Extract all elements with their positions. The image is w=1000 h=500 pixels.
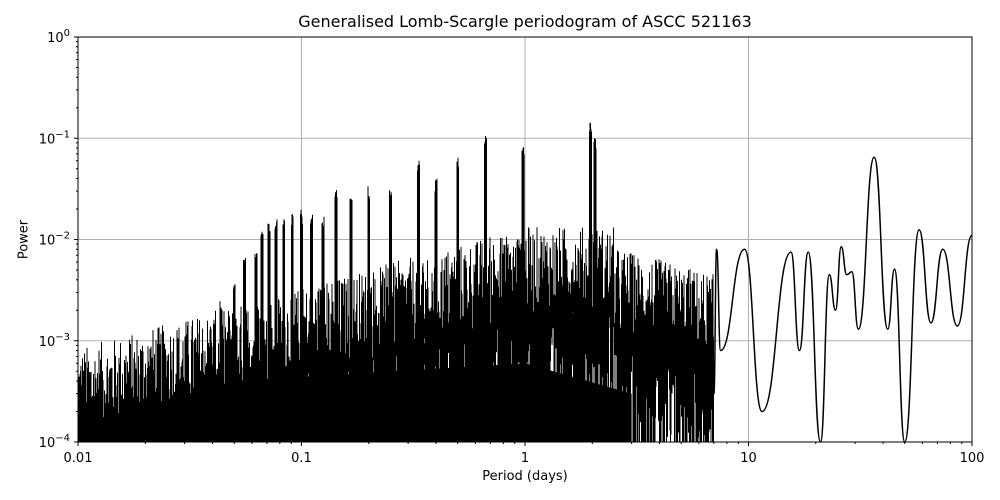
y-tick-label: 10−3: [39, 332, 70, 350]
x-tick-label: 1: [521, 451, 529, 466]
y-tick-label: 10−2: [39, 231, 70, 249]
y-tick-label: 10−4: [39, 433, 70, 451]
y-tick-label: 10−1: [39, 129, 70, 147]
chart-title: Generalised Lomb-Scargle periodogram of …: [298, 12, 752, 31]
x-axis-label: Period (days): [482, 469, 568, 484]
x-tick-label: 0.01: [64, 451, 93, 466]
x-tick-label: 10: [740, 451, 757, 466]
power-series: [78, 122, 972, 442]
axis-ticks: 0.01 0.1 1 10 100 10−4 10−3 10−2 10−1 100: [39, 28, 985, 466]
y-tick-label: 100: [47, 28, 70, 46]
x-tick-label: 0.1: [291, 451, 312, 466]
x-tick-label: 100: [960, 451, 985, 466]
